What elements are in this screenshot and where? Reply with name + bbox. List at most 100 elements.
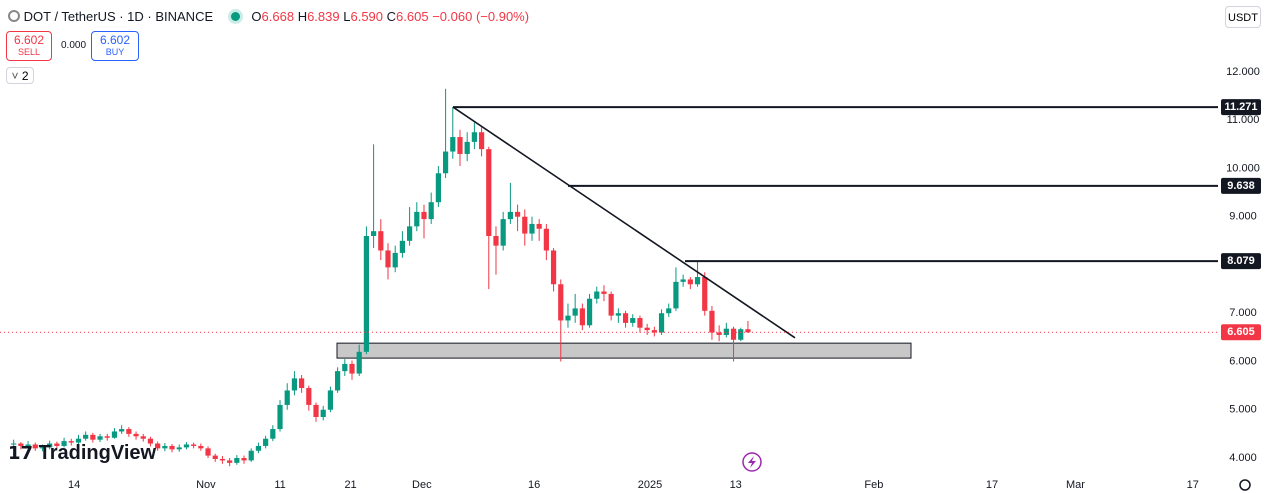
indicators-count: 2: [21, 69, 29, 83]
candle-body: [133, 433, 139, 437]
event-icon: [742, 452, 762, 472]
candle-body: [687, 279, 693, 285]
sell-button[interactable]: 6.602 SELL: [6, 31, 52, 61]
status-dot: [230, 12, 240, 21]
y-tick-label: 9.000: [1229, 211, 1257, 223]
candle-body: [608, 293, 614, 316]
candle-body: [579, 308, 585, 326]
candle-body: [680, 279, 686, 282]
y-tick-label: 6.000: [1229, 355, 1257, 367]
x-tick-label: 16: [528, 479, 540, 491]
y-tick-label: 5.000: [1229, 404, 1257, 416]
ohlc-key: L: [343, 9, 351, 24]
candle-body: [97, 436, 103, 440]
candle-body: [471, 132, 477, 142]
candle-body: [47, 443, 53, 448]
candle-body: [658, 313, 665, 333]
x-tick-label: 17: [1187, 479, 1199, 491]
candle-body: [514, 211, 521, 217]
candle-body: [507, 211, 513, 220]
x-tick-label: 17: [986, 479, 998, 491]
candle-body: [18, 443, 24, 446]
candle-body: [140, 436, 146, 439]
settings-icon: [1239, 479, 1251, 491]
candle-body: [227, 460, 233, 463]
candle-body: [39, 447, 46, 449]
candle-body: [730, 328, 737, 340]
candle-body: [529, 223, 535, 234]
candle-body: [601, 291, 607, 294]
level-label: 8.079: [1227, 255, 1255, 267]
x-tick-label: Dec: [412, 479, 432, 491]
candle-body: [399, 240, 406, 253]
candle-body: [313, 404, 319, 417]
event-bolt: [748, 456, 756, 468]
y-tick-label: 12.000: [1226, 66, 1260, 78]
candle-body: [414, 211, 420, 227]
x-tick-label: 11: [274, 479, 285, 491]
candle-body: [536, 223, 542, 229]
candle-body: [694, 277, 701, 285]
x-tick-label: 14: [68, 479, 80, 491]
candle-body: [320, 409, 326, 417]
candle-body: [342, 363, 348, 372]
candle-body: [378, 231, 384, 251]
chevron-icon: ˅: [11, 69, 19, 83]
candle-body: [270, 429, 276, 439]
candle-body: [356, 351, 362, 374]
candle-body: [615, 313, 621, 316]
candle-body: [478, 132, 485, 150]
y-tick-label: 7.000: [1229, 307, 1257, 319]
candle-body: [716, 332, 722, 335]
watermark: 𝟭𝟳 TradingView: [8, 442, 156, 465]
candle-body: [572, 308, 578, 316]
candle-body: [119, 429, 125, 432]
watermark-text: TradingView: [38, 442, 157, 464]
candle-body: [61, 441, 67, 446]
sell-label: SELL: [17, 47, 41, 57]
buy-button[interactable]: 6.602 BUY: [91, 31, 139, 61]
candle-body: [75, 438, 82, 443]
level-label-bg: [1221, 253, 1261, 270]
ohlc-key: H: [297, 9, 308, 24]
candle-body: [666, 308, 672, 314]
y-tick-label: 10.000: [1226, 162, 1260, 174]
candle-body: [673, 281, 679, 309]
currency-button[interactable]: USDT: [1225, 6, 1261, 28]
candle-body: [169, 445, 175, 450]
candle-body: [550, 250, 557, 285]
spread: 0.000: [61, 40, 87, 51]
candle-body: [191, 444, 197, 446]
sell-price: 6.602: [13, 33, 45, 47]
candle-body: [457, 137, 463, 154]
candle-body: [371, 231, 377, 237]
candle-body: [522, 216, 528, 234]
x-tick-label: Mar: [1066, 479, 1085, 491]
candle-body: [406, 226, 413, 241]
level-label-bg: [1221, 99, 1261, 116]
candle-body: [176, 447, 182, 450]
candle-body: [248, 450, 254, 461]
candle-body: [126, 429, 132, 434]
indicators-toggle[interactable]: ˅ 2: [6, 67, 34, 84]
candle-body: [54, 443, 60, 446]
candle-body: [111, 431, 118, 438]
symbol[interactable]: DOT / TetherUS · 1D · BINANCE: [23, 9, 214, 24]
candle-body: [486, 149, 492, 237]
candle-body: [104, 436, 110, 438]
ohlc-value: 6.668: [261, 9, 295, 24]
candle-body: [385, 250, 391, 268]
x-tick-label: Feb: [864, 479, 883, 491]
candle-body: [241, 458, 247, 461]
last-price-label: 6.605: [1227, 326, 1255, 338]
candle-body: [594, 291, 600, 299]
level-label-bg: [1221, 177, 1261, 194]
candle-body: [450, 137, 456, 152]
candle-body: [709, 310, 715, 333]
candle-body: [349, 363, 355, 374]
candle-body: [363, 236, 370, 352]
candle-body: [392, 252, 398, 268]
candle-body: [205, 448, 211, 456]
candle-body: [219, 458, 226, 461]
